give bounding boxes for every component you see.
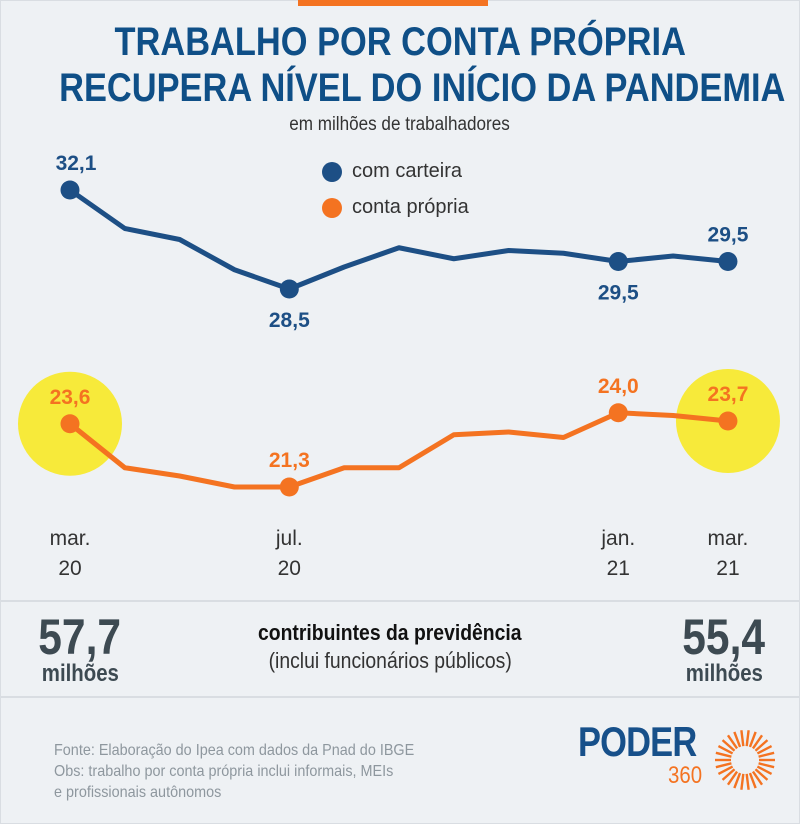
x-tick-label: mar.: [708, 527, 749, 550]
sun-ray: [726, 770, 739, 786]
right-value: 55,4: [682, 609, 766, 665]
legend-dot-orange-icon: [322, 197, 342, 218]
legend-label: conta própria: [352, 196, 469, 218]
x-tick-label: jan.: [600, 527, 635, 550]
logo-word: PODER: [578, 718, 697, 765]
divider: [0, 696, 800, 698]
sun-ray: [748, 772, 757, 789]
left-value: 57,7: [38, 609, 122, 665]
title-line-1: TRABALHO POR CONTA PRÓPRIA: [114, 20, 686, 64]
sun-ray: [740, 730, 745, 747]
legend-dot-blue-icon: [322, 161, 342, 182]
sun-ray: [721, 739, 736, 752]
data-label: 29,5: [708, 224, 749, 247]
sun-ray: [745, 773, 750, 790]
x-tick-label: jul.: [275, 527, 303, 550]
sun-ray: [751, 770, 764, 786]
data-point: [718, 252, 738, 271]
line-chart: 32,1 28,5 29,5 29,5 23,6 21,3 24,0 23,7 mar. 20 ju…: [18, 152, 780, 580]
data-label: 24,0: [598, 375, 639, 398]
data-point: [60, 414, 80, 434]
sun-ray: [758, 762, 775, 769]
sun-ray: [715, 762, 732, 769]
data-label: 21,3: [269, 449, 310, 472]
sun-ray: [754, 768, 769, 781]
sun-ray: [733, 772, 742, 789]
legend-conta-propria: conta própria: [322, 196, 469, 219]
legend-label: com carteira: [352, 160, 463, 182]
sun-ray: [754, 739, 769, 752]
sun-ray: [715, 751, 732, 758]
subtitle: em milhões de trabalhadores: [289, 114, 511, 135]
logo-number: 360: [668, 762, 703, 789]
data-point: [279, 279, 299, 299]
sun-ray: [726, 734, 739, 750]
divider: [0, 600, 800, 602]
data-point: [718, 411, 738, 431]
left-unit: milhões: [41, 660, 119, 687]
source-text: Fonte: Elaboração do Ipea com dados da P…: [54, 742, 415, 759]
summary-note: (inclui funcionários públicos): [268, 648, 512, 673]
sun-ray: [748, 731, 757, 748]
data-label: 23,7: [708, 383, 749, 406]
sun-ray: [717, 744, 734, 755]
poder360-logo: PODER 360: [578, 718, 778, 792]
series-line-1: [68, 410, 729, 490]
accent-bar: [298, 0, 488, 6]
sunburst-icon: [715, 730, 775, 790]
footer-notes: Fonte: Elaboração do Ipea com dados da P…: [54, 740, 454, 803]
data-label: 28,5: [269, 309, 310, 332]
data-point: [608, 252, 628, 271]
data-point: [279, 477, 299, 497]
summary-label: contribuintes da previdência: [258, 620, 522, 645]
sun-ray: [758, 751, 775, 758]
x-tick-label: 20: [278, 557, 301, 580]
title-line-2: RECUPERA NÍVEL DO INÍCIO DA PANDEMIA: [59, 66, 786, 110]
x-tick-label: 21: [607, 557, 630, 580]
data-point: [60, 180, 80, 200]
note-line-1: Obs: trabalho por conta própria inclui i…: [54, 763, 394, 780]
legend-com-carteira: com carteira: [322, 160, 462, 183]
data-label: 32,1: [56, 152, 97, 175]
sun-ray: [717, 765, 734, 776]
sun-ray: [745, 730, 750, 747]
data-label: 29,5: [598, 282, 639, 305]
x-tick-label: mar.: [50, 527, 91, 550]
right-unit: milhões: [685, 660, 763, 687]
note-line-2: e profissionais autônomos: [54, 784, 222, 801]
sun-ray: [740, 773, 745, 790]
sun-ray: [733, 731, 742, 748]
x-tick-label: 21: [716, 557, 739, 580]
sun-ray: [756, 765, 773, 776]
data-point: [608, 403, 628, 423]
data-label: 23,6: [50, 386, 91, 409]
sun-ray: [721, 768, 736, 781]
x-tick-label: 20: [58, 557, 81, 580]
sun-ray: [756, 744, 773, 755]
sun-ray: [751, 734, 764, 750]
